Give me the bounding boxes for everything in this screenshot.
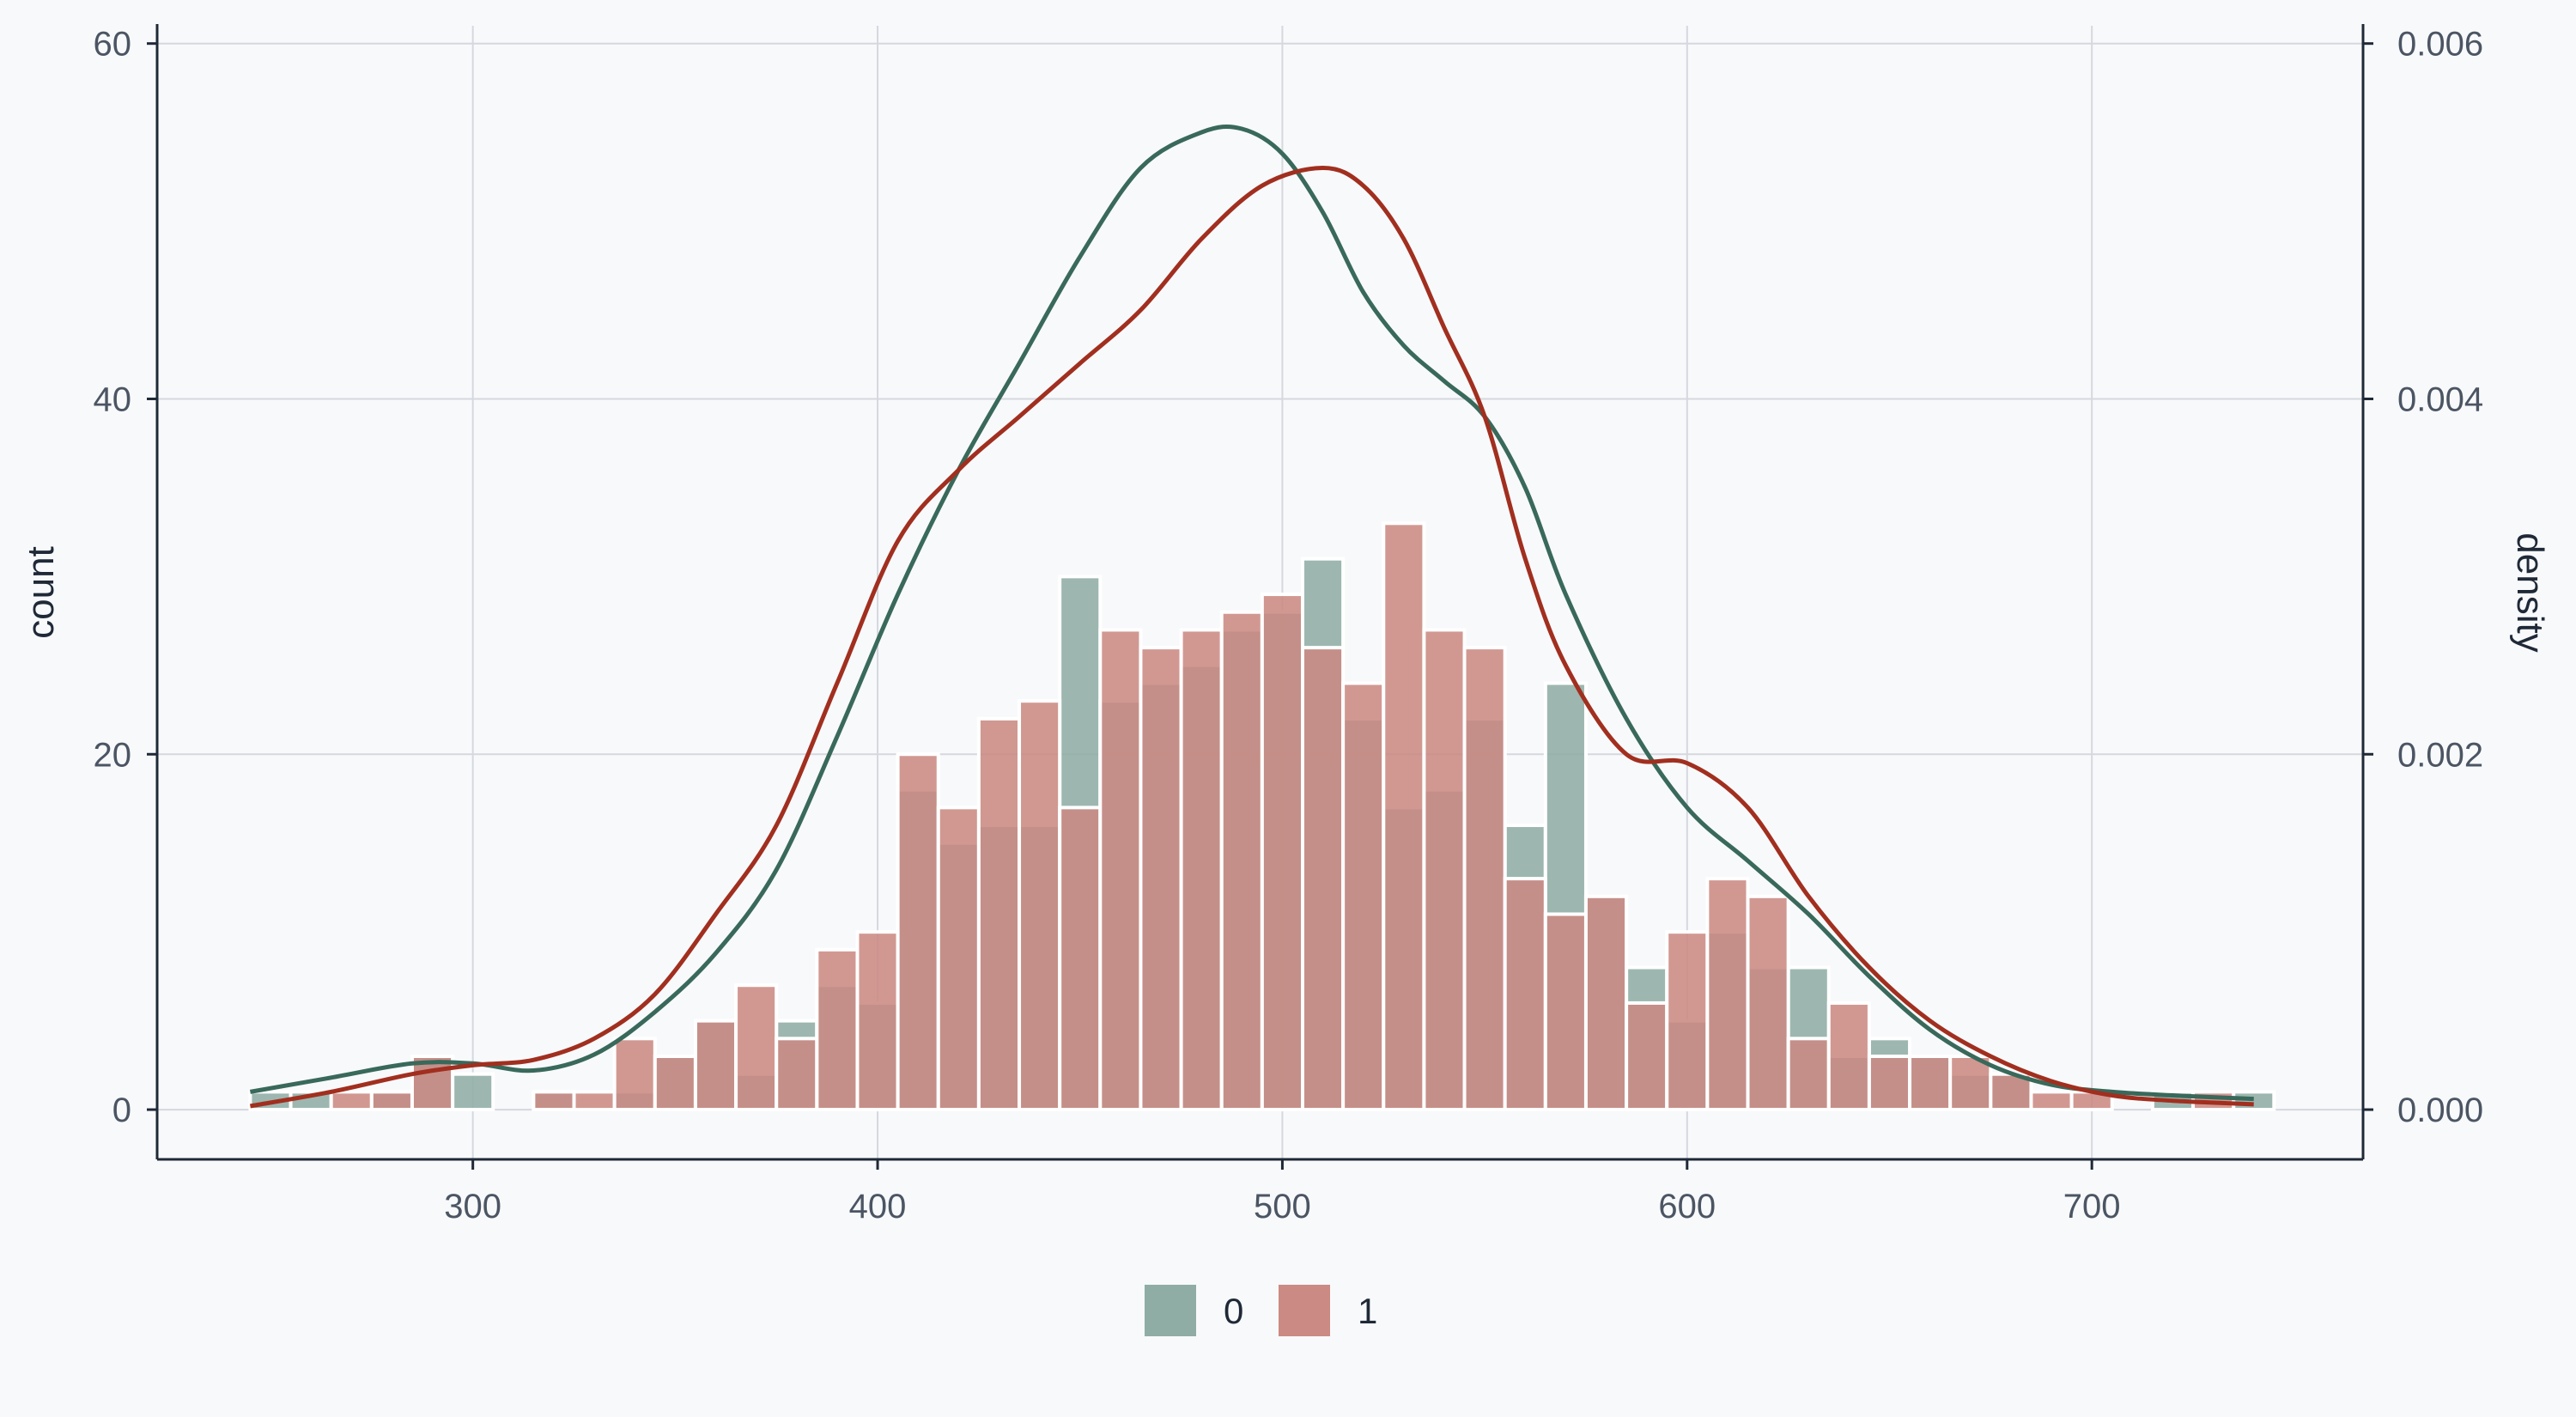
bar-series-1 (1786, 1037, 1831, 1112)
bar-series-1 (1746, 894, 1790, 1112)
bar-series-1 (815, 947, 860, 1112)
legend-swatch-series-1 (1279, 1285, 1330, 1336)
secondary-y-tick-label: 0.004 (2397, 380, 2483, 418)
bar-series-1 (1260, 593, 1304, 1112)
x-tick-label: 600 (1658, 1188, 1716, 1225)
bar-series-1 (1826, 1000, 1871, 1112)
bar-series-1 (653, 1055, 697, 1112)
bar-series-1 (1908, 1055, 1953, 1112)
histogram-bars (248, 521, 2276, 1112)
y-tick-label: 20 (94, 736, 132, 774)
bar-series-1 (1422, 628, 1467, 1112)
bar-series-1 (936, 806, 981, 1112)
bar-series-1 (1705, 877, 1750, 1112)
bar-series-1 (976, 716, 1022, 1112)
bar-series-1 (1543, 912, 1588, 1112)
bar-series-1 (1341, 681, 1386, 1112)
bar-series-1 (1583, 894, 1629, 1112)
secondary-y-tick-label: 0.000 (2397, 1092, 2483, 1129)
bar-series-0 (2232, 1090, 2276, 1112)
density-line-series-0 (249, 124, 2254, 1102)
density-line-series-1 (249, 166, 2254, 1109)
bar-series-1 (693, 1019, 738, 1112)
bar-series-1 (532, 1090, 576, 1112)
y-tick-label: 60 (94, 26, 132, 64)
bar-series-1 (369, 1090, 414, 1112)
secondary-y-tick-label: 0.002 (2397, 736, 2483, 774)
bar-series-1 (1382, 521, 1426, 1112)
bar-series-1 (2029, 1090, 2074, 1112)
y-tick-label: 0 (112, 1092, 131, 1129)
bar-series-1 (855, 930, 900, 1112)
bar-series-1 (896, 752, 940, 1112)
x-tick-label: 700 (2063, 1188, 2121, 1225)
y-tick-label: 40 (94, 380, 132, 418)
bar-series-1 (1139, 646, 1183, 1112)
bar-series-1 (612, 1037, 657, 1112)
axes: 300 400 500 600 700 0 20 40 60 0.000 0.002 0.004 0.0… (94, 24, 2483, 1225)
bar-series-1 (775, 1037, 819, 1112)
bar-series-1 (1665, 930, 1710, 1112)
bar-series-1 (572, 1090, 617, 1112)
secondary-y-tick-label: 0.006 (2397, 26, 2483, 64)
bar-series-1 (1058, 806, 1103, 1112)
y-axis-title: count (20, 546, 62, 639)
bar-series-1 (1300, 646, 1346, 1112)
x-tick-label: 300 (444, 1188, 501, 1225)
bar-series-1 (1179, 628, 1224, 1112)
x-tick-label: 500 (1254, 1188, 1311, 1225)
bar-series-1 (1867, 1055, 1912, 1112)
bar-series-1 (1462, 646, 1507, 1112)
secondary-y-axis-title: density (2509, 532, 2551, 652)
bar-series-1 (1219, 610, 1264, 1112)
bar-series-0 (451, 1072, 495, 1112)
bar-series-1 (1503, 877, 1547, 1112)
bar-series-1 (410, 1055, 455, 1112)
legend-label-series-1: 1 (1358, 1291, 1377, 1331)
bar-series-1 (1018, 699, 1062, 1112)
legend-swatch-series-0 (1145, 1285, 1196, 1336)
density-curves (249, 124, 2254, 1109)
bar-series-1 (734, 983, 779, 1112)
bar-series-1 (1948, 1055, 1993, 1112)
bar-series-1 (1098, 628, 1143, 1112)
x-tick-label: 400 (849, 1188, 907, 1225)
bar-series-1 (329, 1090, 374, 1112)
legend-label-series-0: 0 (1224, 1291, 1243, 1331)
bar-series-1 (1625, 1000, 1669, 1112)
